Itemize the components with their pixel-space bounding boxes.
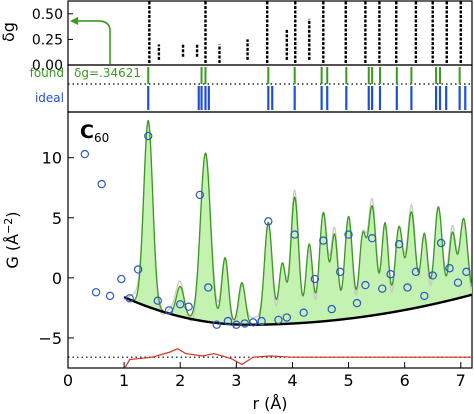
pdf-y-tick-label: 0 xyxy=(52,269,62,288)
delta-g-axis-label: δg xyxy=(0,22,18,42)
delta-g-columns xyxy=(148,1,462,63)
y-axis-label-exp: −2 xyxy=(2,218,15,234)
observed-point xyxy=(428,271,437,280)
delta-g-arrow-head xyxy=(70,16,78,25)
observed-point xyxy=(319,236,328,245)
observed-point xyxy=(248,318,258,327)
observed-point xyxy=(223,316,233,326)
observed-point xyxy=(204,283,213,292)
chart-title-sub: 60 xyxy=(94,131,109,145)
observed-point xyxy=(344,230,353,239)
delta-g-tick-label: 0.00 xyxy=(32,58,63,74)
ideal-peak-lines xyxy=(147,86,467,110)
observed-point xyxy=(133,265,143,274)
observed-point xyxy=(327,304,336,314)
observed-point xyxy=(184,302,193,311)
observed-point xyxy=(436,238,446,248)
delta-g-tick-label: 0.50 xyxy=(32,7,63,23)
observed-point xyxy=(361,280,370,290)
observed-point xyxy=(232,320,241,329)
delta-g-panel-frame xyxy=(67,0,473,66)
pdf-x-tick-label: 7 xyxy=(456,371,466,390)
observed-point xyxy=(299,308,308,317)
pdf-y-tick-label: 5 xyxy=(52,209,62,228)
observed-point xyxy=(453,278,463,287)
difference-curve xyxy=(124,348,472,368)
observed-point xyxy=(97,179,106,189)
observed-point xyxy=(282,313,292,322)
calculated-peak-fill xyxy=(124,120,472,325)
y-axis-label-close: ) xyxy=(3,211,22,217)
pdf-x-tick-label: 5 xyxy=(343,371,353,390)
observed-point xyxy=(411,267,421,277)
observed-point xyxy=(212,320,221,329)
pdf-x-tick-label: 6 xyxy=(400,371,410,390)
pdf-x-tick-label: 2 xyxy=(175,371,185,390)
y-axis-label-main: G (Å xyxy=(3,234,22,269)
pdf-y-tick-label: 10 xyxy=(42,149,62,168)
observed-point xyxy=(335,267,345,277)
observed-points xyxy=(80,131,471,329)
observed-point xyxy=(403,283,412,292)
observed-point xyxy=(378,284,387,293)
x-axis-label: r (Å) xyxy=(252,394,287,413)
y-axis-label: G (Å−2) xyxy=(2,211,22,268)
pdf-x-tick-label: 1 xyxy=(119,371,129,390)
chart-title: C60 xyxy=(80,121,109,145)
pdf-x-tick-label: 4 xyxy=(287,371,297,390)
observed-point xyxy=(257,316,266,326)
observed-point xyxy=(420,291,429,301)
observed-point xyxy=(264,217,273,226)
chart-title-main: C xyxy=(80,121,94,143)
observed-point xyxy=(394,240,404,249)
observed-point xyxy=(310,274,320,284)
observed-point xyxy=(195,190,205,200)
pdf-x-ticks: 0 1 2 3 4 5 6 7 xyxy=(63,362,466,390)
pdf-x-tick-label: 0 xyxy=(63,371,73,390)
observed-point xyxy=(352,298,362,308)
observed-point xyxy=(117,274,126,284)
observed-point xyxy=(105,291,115,301)
pdf-y-ticks: −5 0 5 10 xyxy=(38,149,74,348)
found-label: found xyxy=(30,66,64,80)
observed-point xyxy=(367,233,377,243)
observed-point xyxy=(144,131,153,141)
observed-point xyxy=(176,300,185,309)
ideal-label: ideal xyxy=(35,91,64,105)
observed-point xyxy=(80,149,90,159)
observed-point xyxy=(462,267,471,277)
baseline-curve xyxy=(123,293,472,326)
pdf-panel-frame xyxy=(67,111,473,369)
observed-point xyxy=(91,288,101,297)
observed-point xyxy=(240,319,249,328)
pdf-y-tick-label: −5 xyxy=(38,329,62,348)
delta-g-arrow xyxy=(74,20,111,64)
observed-point xyxy=(153,296,162,305)
delta-g-y-ticks: 0.00 0.25 0.50 xyxy=(32,7,73,74)
found-peak-lines xyxy=(147,67,461,84)
observed-point xyxy=(125,294,134,303)
observed-point xyxy=(274,315,283,325)
pdf-x-tick-label: 3 xyxy=(231,371,241,390)
delta-g-annotation: δg=.34621 xyxy=(74,66,141,80)
observed-point xyxy=(386,270,395,279)
observed-point xyxy=(164,306,174,315)
observed-point xyxy=(445,264,454,273)
delta-g-tick-label: 0.25 xyxy=(32,32,63,48)
observed-point xyxy=(290,230,299,239)
